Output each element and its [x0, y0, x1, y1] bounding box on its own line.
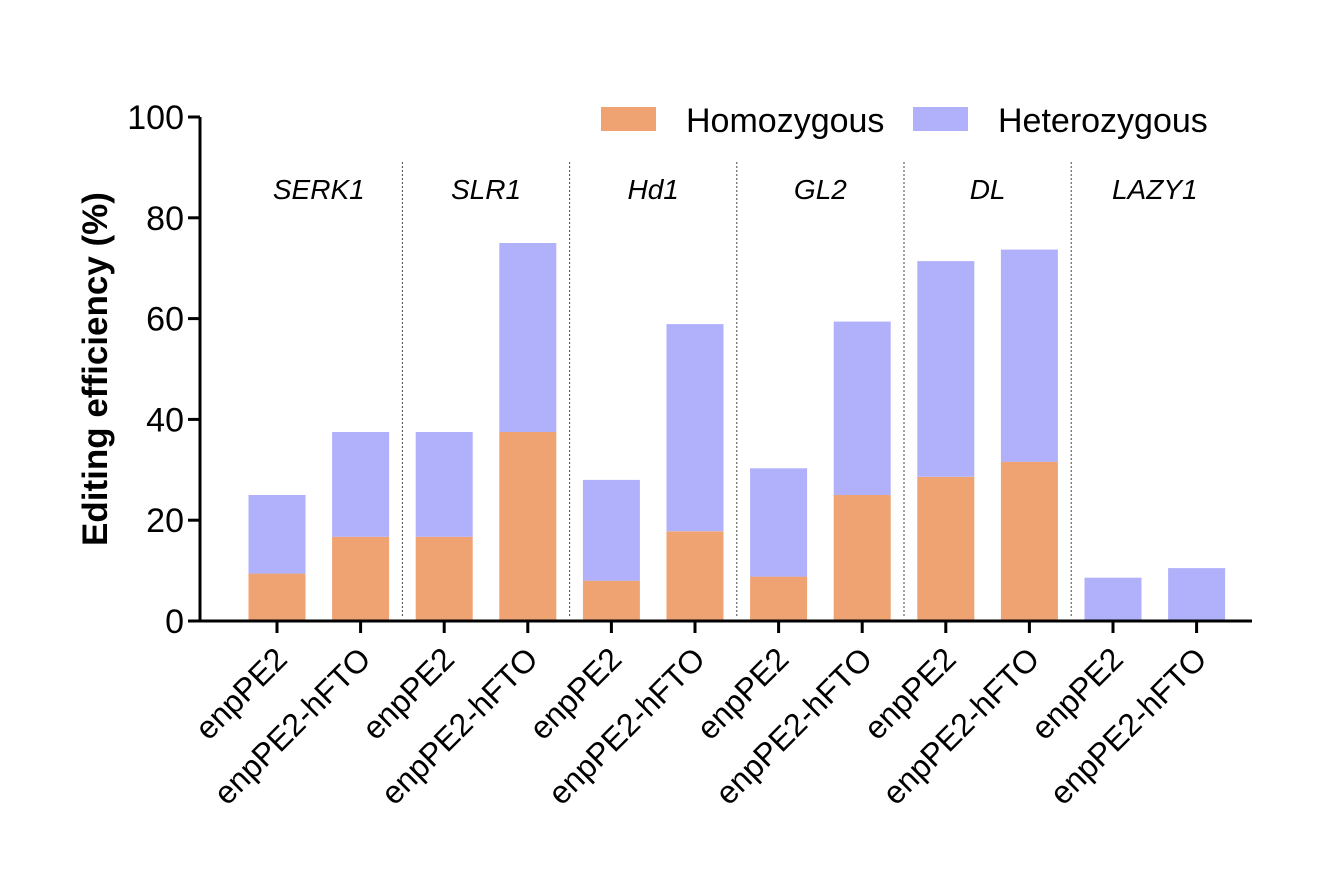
gene-label-serk1: SERK1 [273, 174, 365, 205]
bar-heterozygous-2 [415, 432, 473, 537]
bar-heterozygous-9 [1000, 249, 1058, 462]
y-tick-label: 60 [146, 301, 184, 339]
gene-label-gl2: GL2 [794, 174, 847, 205]
gene-labels: SERK1 SLR1 Hd1 GL2 DL LAZY1 [273, 174, 1198, 205]
legend-label-heterozygous: Heterozygous [998, 102, 1208, 140]
bar-homozygous-5 [666, 531, 724, 621]
legend: Homozygous Heterozygous [601, 102, 1208, 140]
y-axis: 0 20 40 60 80 100 [127, 99, 202, 641]
y-tick-label: 100 [127, 99, 184, 137]
bar-heterozygous-10 [1084, 577, 1142, 621]
bar-homozygous-6 [750, 576, 808, 621]
y-axis-title: Editing efficiency (%) [76, 192, 115, 546]
bar-homozygous-1 [332, 536, 390, 621]
bar-heterozygous-8 [917, 261, 975, 477]
group-dividers [401, 162, 1072, 618]
legend-label-homozygous: Homozygous [686, 102, 884, 140]
bar-homozygous-9 [1000, 461, 1058, 621]
bar-heterozygous-6 [750, 468, 808, 577]
bar-homozygous-7 [833, 495, 891, 621]
bar-homozygous-2 [415, 536, 473, 621]
bar-heterozygous-3 [499, 243, 557, 432]
bar-homozygous-4 [582, 580, 640, 621]
gene-label-slr1: SLR1 [451, 174, 521, 205]
bar-homozygous-0 [248, 573, 306, 621]
gene-label-lazy1: LAZY1 [1112, 174, 1198, 205]
y-tick-label: 40 [146, 401, 184, 439]
bar-heterozygous-0 [248, 495, 306, 574]
x-axis: enpPE2enpPE2-hFTOenpPE2enpPE2-hFTOenpPE2… [188, 619, 1252, 811]
bar-heterozygous-11 [1168, 568, 1226, 621]
legend-swatch-homozygous [601, 107, 656, 131]
gene-label-dl: DL [970, 174, 1006, 205]
bars [248, 243, 1226, 621]
bar-heterozygous-5 [666, 324, 724, 532]
y-tick-label: 20 [146, 502, 184, 540]
y-tick-label: 0 [165, 603, 184, 641]
bar-homozygous-3 [499, 432, 557, 621]
gene-label-hd1: Hd1 [628, 174, 679, 205]
bar-heterozygous-1 [332, 432, 390, 537]
y-tick-label: 80 [146, 200, 184, 238]
bar-homozygous-8 [917, 476, 975, 621]
bar-heterozygous-4 [582, 479, 640, 581]
bar-heterozygous-7 [833, 321, 891, 495]
legend-swatch-heterozygous [913, 107, 968, 131]
